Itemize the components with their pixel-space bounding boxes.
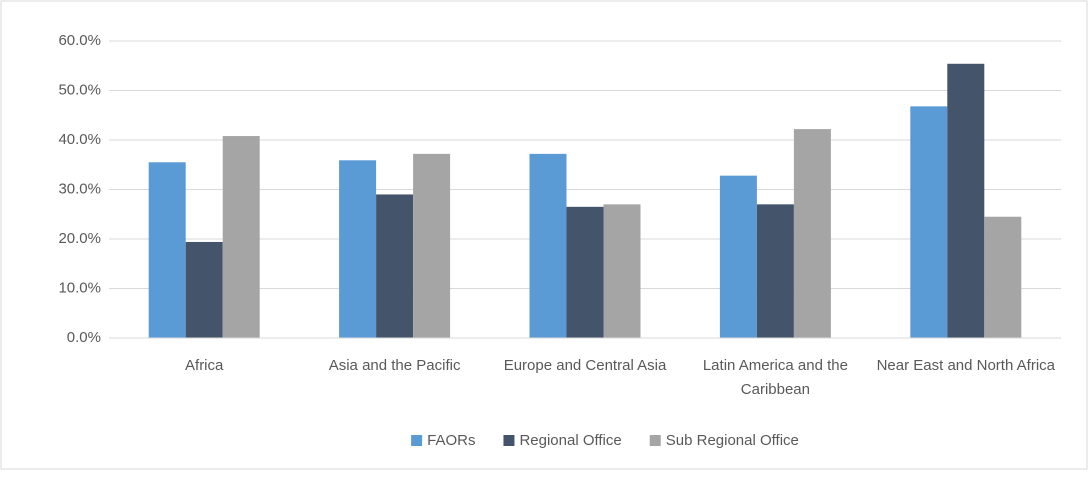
legend-swatch: [503, 435, 515, 446]
bar: [793, 129, 831, 338]
y-tick-label: 40.0%: [58, 131, 101, 148]
y-tick-label: 10.0%: [58, 279, 101, 296]
y-tick-label: 0.0%: [67, 329, 101, 346]
bar: [984, 216, 1022, 338]
bar: [603, 204, 641, 338]
bar: [222, 136, 260, 338]
x-tick-label: Latin America and the Caribbean: [703, 357, 848, 398]
legend-label: Regional Office: [519, 432, 621, 449]
y-tick-label: 30.0%: [58, 180, 101, 197]
bar: [756, 204, 794, 338]
legend-swatch: [411, 435, 423, 446]
x-tick-label: Asia and the Pacific: [329, 357, 461, 374]
bar: [376, 194, 414, 338]
bar: [185, 241, 223, 338]
legend-swatch: [649, 435, 661, 446]
y-tick-label: 20.0%: [58, 230, 101, 247]
legend-label: Sub Regional Office: [666, 432, 799, 449]
legend-label: FAORs: [427, 432, 475, 449]
y-tick-label: 60.0%: [58, 32, 101, 49]
bar: [719, 175, 757, 338]
bar: [947, 63, 985, 339]
bar: [566, 206, 604, 338]
x-tick-label: Africa: [185, 357, 224, 374]
bar: [910, 106, 948, 338]
bar: [339, 160, 377, 338]
bar: [413, 153, 451, 338]
y-tick-label: 50.0%: [58, 81, 101, 98]
x-tick-label: Near East and North Africa: [877, 357, 1056, 374]
bar: [148, 162, 186, 338]
x-tick-label: Europe and Central Asia: [504, 357, 667, 374]
bar: [529, 153, 567, 338]
